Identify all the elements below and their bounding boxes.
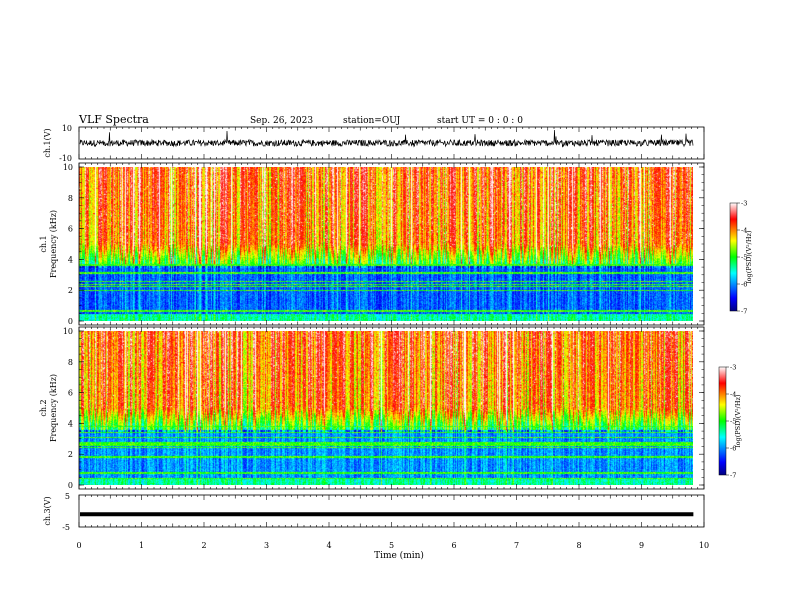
x-tick-label: 0 <box>76 541 81 550</box>
ch1-waveform-panel: 10 -10 ch.1(V) <box>43 124 705 163</box>
y-tick-label: 4 <box>68 419 73 428</box>
y-tick-label: 0 <box>68 481 73 490</box>
colorbar-tick-label: -5 <box>730 418 736 426</box>
colorbar-tick-label: -7 <box>730 472 736 480</box>
ch1-spectrogram-image <box>79 167 693 321</box>
x-axis-label: Time (min) <box>374 550 424 561</box>
ch3-ylabel: ch.3(V) <box>43 496 52 525</box>
ch2-colorbar-label: log(PSD)(V²/Hz) <box>734 394 742 447</box>
ch3-ytick-top: 5 <box>65 492 70 501</box>
colorbar-tick-label: -7 <box>741 308 747 316</box>
start-time-label: start UT = 0 : 0 : 0 <box>437 116 523 126</box>
ch3-waveform-panel: 5 -5 ch.3(V) <box>43 492 705 532</box>
x-tick-label: 6 <box>451 541 456 550</box>
ch1-colorbar <box>729 202 738 312</box>
ch2-spec-ylabel-freq: Frequency (kHz) <box>49 374 58 442</box>
ch2-spec-ylabel-channel: ch.2 <box>39 399 48 416</box>
x-tick-labels: 0 1 2 3 4 5 6 7 8 9 10 <box>76 541 709 550</box>
ch1-ylabel: ch.1(V) <box>43 128 52 157</box>
x-tick-label: 7 <box>514 541 519 550</box>
y-tick-label: 6 <box>68 225 73 234</box>
colorbar-tick-label: -5 <box>741 254 747 262</box>
x-tick-label: 8 <box>576 541 581 550</box>
ch1-waveform-trace <box>79 129 694 148</box>
colorbar-tick-label: -4 <box>730 391 736 399</box>
ch2-spectrogram-image <box>79 331 693 485</box>
colorbar-tick-label: -4 <box>741 227 747 235</box>
ch3-ticks <box>78 495 705 527</box>
y-tick-label: 8 <box>68 358 73 367</box>
colorbar-tick-label: -3 <box>730 364 736 372</box>
x-tick-label: 9 <box>639 541 644 550</box>
colorbar-tick-label: -6 <box>741 281 747 289</box>
ch2-spec-ticks <box>78 327 705 489</box>
ch1-spec-yticks: 0 2 4 6 8 10 <box>63 163 704 326</box>
colorbar-tick-label: -3 <box>741 200 747 208</box>
y-tick-label: 6 <box>68 389 73 398</box>
y-tick-label: 0 <box>68 317 73 326</box>
y-tick-label: 2 <box>68 286 73 295</box>
ch2-colorbar <box>718 366 727 476</box>
ch1-colorbar-ticks: -3 -4 -5 -6 -7 <box>737 200 747 316</box>
y-tick-label: 10 <box>63 163 73 172</box>
ch3-ytick-bottom: -5 <box>62 523 70 532</box>
x-tick-label: 3 <box>264 541 269 550</box>
ch1-ytick-top: 10 <box>62 124 72 133</box>
x-tick-label: 10 <box>699 541 709 550</box>
ch2-colorbar-ticks: -3 -4 -5 -6 -7 <box>726 364 736 480</box>
ch1-spec-ylabel-channel: ch.1 <box>39 235 48 252</box>
ch1-colorbar-label: log(PSD)(V²/Hz) <box>745 230 753 283</box>
ch1-spec-ticks <box>78 163 705 325</box>
y-tick-label: 10 <box>63 327 73 336</box>
ch1-waveform-line <box>79 129 694 148</box>
figure-title: VLF Spectra <box>78 113 149 126</box>
y-tick-label: 8 <box>68 194 73 203</box>
ch1-ticks <box>78 127 705 159</box>
x-tick-label: 5 <box>389 541 394 550</box>
colorbar-tick-label: -6 <box>730 445 736 453</box>
x-tick-label: 2 <box>201 541 206 550</box>
x-tick-label: 4 <box>326 541 331 550</box>
x-tick-label: 1 <box>139 541 144 550</box>
y-tick-label: 2 <box>68 450 73 459</box>
station-label: station=OUJ <box>343 116 401 126</box>
y-tick-label: 4 <box>68 255 73 264</box>
date-label: Sep. 26, 2023 <box>250 116 313 126</box>
ch1-ytick-bottom: -10 <box>59 154 72 163</box>
ch2-spec-yticks: 0 2 4 6 8 10 <box>63 327 704 490</box>
ch1-spec-ylabel-freq: Frequency (kHz) <box>49 210 58 278</box>
